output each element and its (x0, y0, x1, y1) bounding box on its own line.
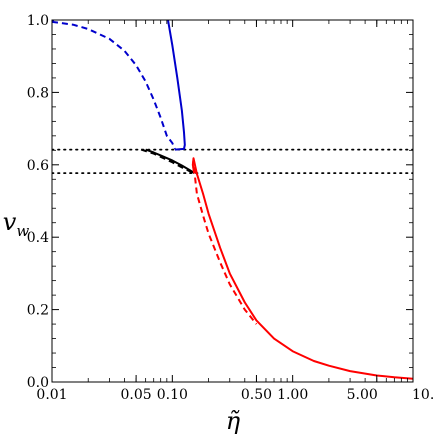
series-3-line (166, 20, 186, 151)
plot-frame (51, 19, 414, 383)
x-tick-label-1: 0.05 (121, 387, 152, 403)
x-tick-label-3: 0.50 (241, 387, 272, 403)
x-axis-label: η̃ (226, 407, 241, 435)
y-tick-label-2: 0.4 (27, 230, 49, 246)
y-tick-label-0: 0.0 (27, 375, 49, 391)
series-5-line (140, 148, 195, 175)
y-tick-label-3: 0.6 (27, 158, 49, 174)
x-tick-label-6: 10.00 (412, 387, 434, 403)
series-2-line (52, 20, 176, 150)
x-tick-label-4: 1.00 (277, 387, 308, 403)
x-tick-label-2: 0.10 (157, 387, 188, 403)
series-group (52, 20, 413, 380)
y-axis-label-main: v (3, 208, 17, 236)
x-tick-label-5: 5.00 (347, 387, 378, 403)
series-7-line (191, 159, 258, 325)
series-6-line (191, 157, 413, 380)
axis-ticks: 0.01 0.05 0.10 0.50 1.00 5.00 10.00 0.0 0.2 0.4 0.… (27, 13, 434, 403)
plot-area (52, 20, 413, 380)
y-tick-label-4: 0.8 (27, 85, 49, 101)
y-axis-label-sub: w (16, 222, 29, 240)
y-tick-label-1: 0.2 (27, 303, 49, 319)
y-axis-label: vw (3, 208, 30, 240)
x-tick-label-0: 0.01 (36, 387, 67, 403)
y-tick-label-5: 1.0 (27, 13, 49, 29)
